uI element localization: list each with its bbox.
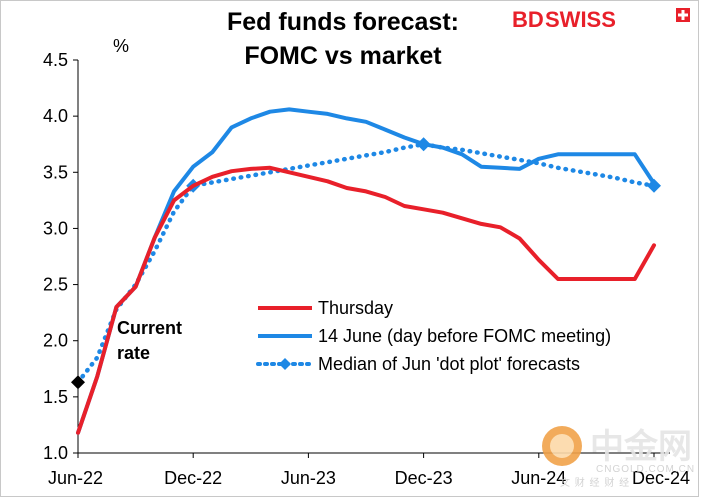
coin-inner-icon <box>550 434 574 458</box>
series-line-2 <box>75 141 657 385</box>
y-ticks: 1.0 1.5 2.0 2.5 3.0 3.5 4.0 4.5 <box>43 50 78 463</box>
x-tick-label: Dec-22 <box>164 468 222 488</box>
legend-marker-dot-plot <box>279 358 291 370</box>
legend-label-14-june: 14 June (day before FOMC meeting) <box>318 326 611 346</box>
x-ticks: Jun-22 Dec-22 Jun-23 Dec-23 Jun-24 Dec-24 <box>48 453 690 488</box>
dot-plot-marker <box>416 137 431 152</box>
x-tick-label: Dec-23 <box>395 468 453 488</box>
swiss-cross-icon <box>676 8 690 22</box>
chart-title-line-1: Fed funds forecast: <box>227 8 459 36</box>
legend: Thursday 14 June (day before FOMC meetin… <box>256 298 611 374</box>
current-rate-marker <box>71 375 85 390</box>
watermark-sub: 文 财 经 财 经 <box>560 476 630 489</box>
y-tick-label: 1.5 <box>43 387 68 407</box>
legend-label-thursday: Thursday <box>318 298 393 318</box>
y-tick-label: 1.0 <box>43 443 68 463</box>
series-line-0 <box>76 165 656 435</box>
x-tick-label: Jun-23 <box>281 468 336 488</box>
x-tick-label: Jun-24 <box>511 468 566 488</box>
y-tick-label: 4.0 <box>43 106 68 126</box>
y-tick-label: 3.5 <box>43 162 68 182</box>
series-layer <box>71 107 661 435</box>
bdswiss-logo: BD SWISS <box>512 7 690 32</box>
watermark-site: CNGOLD.COM.CN <box>596 464 695 475</box>
legend-label-dot-plot: Median of Jun 'dot plot' forecasts <box>318 354 580 374</box>
logo-swiss: SWISS <box>545 7 616 32</box>
x-tick-label: Jun-22 <box>48 468 103 488</box>
current-rate-annotation: Current rate <box>117 318 182 363</box>
cngold-watermark: 中金网 CNGOLD.COM.CN 文 财 经 财 经 <box>542 426 695 489</box>
x-tick-label: Dec-24 <box>632 468 690 488</box>
y-tick-label: 2.5 <box>43 275 68 295</box>
current-rate-label-line-2: rate <box>117 343 150 363</box>
current-rate-label-line-1: Current <box>117 318 182 338</box>
y-axis-label: % <box>113 36 129 56</box>
y-tick-label: 2.0 <box>43 331 68 351</box>
chart-title-line-2: FOMC vs market <box>244 42 442 70</box>
logo-bd: BD <box>512 7 544 32</box>
series-line-1 <box>76 107 656 435</box>
dot-plot-marker <box>647 178 661 193</box>
watermark-cn: 中金网 <box>590 427 692 466</box>
y-tick-label: 3.0 <box>43 218 68 238</box>
y-tick-label: 4.5 <box>43 50 68 70</box>
